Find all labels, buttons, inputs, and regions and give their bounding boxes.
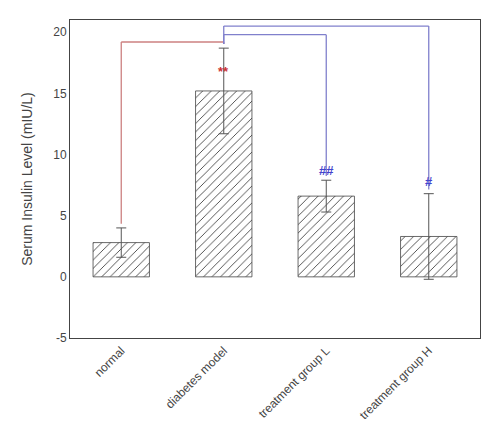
svg-text:treatment group H: treatment group H — [357, 344, 435, 422]
svg-text:treatment group L: treatment group L — [256, 344, 333, 421]
svg-text:**: ** — [218, 64, 229, 79]
svg-text:20: 20 — [53, 25, 67, 39]
svg-text:diabetes model: diabetes model — [163, 344, 230, 411]
svg-text:Serum Insulin Level (mIU/L): Serum Insulin Level (mIU/L) — [19, 92, 35, 266]
svg-text:15: 15 — [53, 87, 67, 101]
svg-text:10: 10 — [53, 148, 67, 162]
svg-text:0: 0 — [60, 270, 67, 284]
svg-text:normal: normal — [92, 344, 128, 380]
svg-text:##: ## — [319, 163, 334, 178]
svg-text:-5: -5 — [56, 331, 67, 345]
svg-text:#: # — [425, 174, 433, 189]
svg-text:5: 5 — [60, 209, 67, 223]
